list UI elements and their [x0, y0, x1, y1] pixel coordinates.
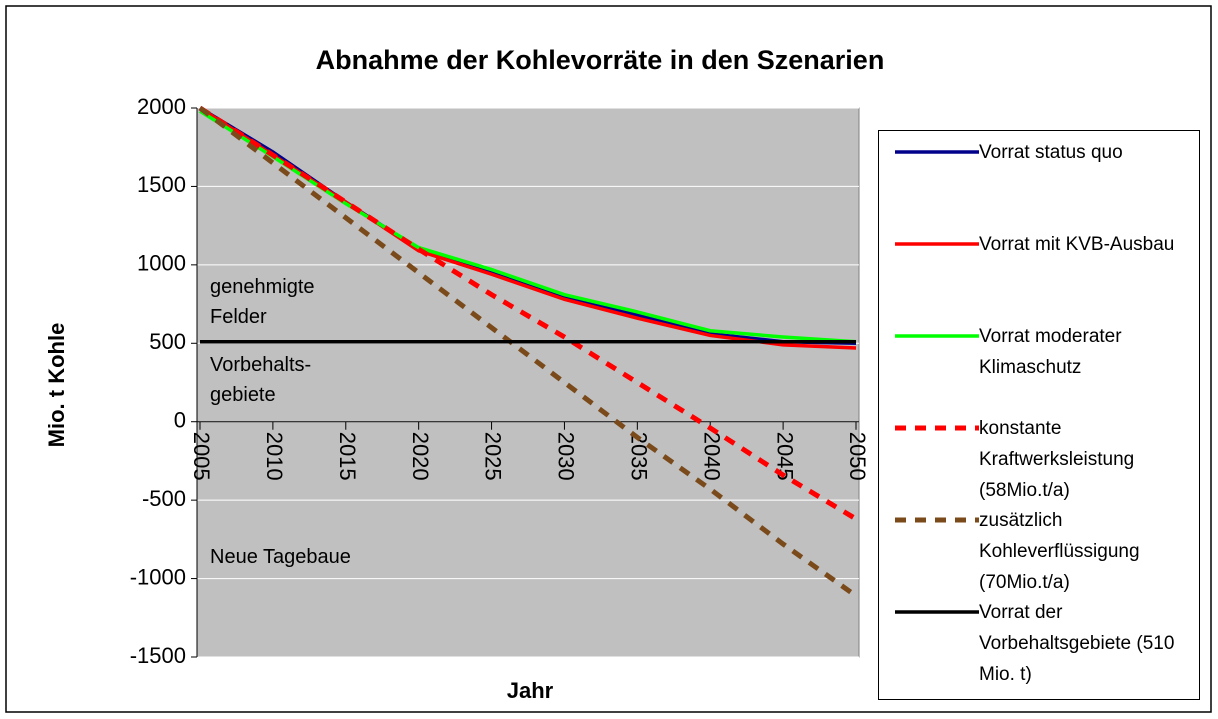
y-axis-label: Mio. t Kohle [44, 323, 69, 448]
x-tick-label: 2005 [189, 432, 214, 481]
y-tick-label: 1000 [137, 251, 186, 276]
legend-label: zusätzlich Kohleverflüssigung (70Mio.t/a… [979, 510, 1140, 593]
legend-label: Vorrat moderater Klimaschutz [979, 326, 1122, 378]
y-tick-label: 2000 [137, 94, 186, 119]
plot-area [196, 107, 860, 658]
y-tick-label: -500 [142, 486, 186, 511]
legend-swatch [895, 610, 979, 614]
annotation: Neue Tagebaue [210, 546, 351, 568]
y-tick-label: 500 [149, 329, 186, 354]
y-tick-label: 1500 [137, 172, 186, 197]
annotation: Vorbehalts-gebiete [210, 354, 312, 406]
legend-swatch [895, 150, 979, 154]
x-tick-label: 2010 [262, 432, 287, 481]
x-tick-label: 2015 [335, 432, 360, 481]
legend-label: Vorrat status quo [979, 142, 1123, 163]
legend-item: Vorrat status quo [879, 135, 1199, 227]
legend-swatch [895, 242, 979, 246]
x-tick-label: 2030 [554, 432, 579, 481]
legend-label: konstante Kraftwerksleistung (58Mio.t/a) [979, 418, 1135, 501]
legend-item: Vorrat der Vorbehaltsgebiete (510 Mio. t… [879, 595, 1199, 687]
series-line [198, 106, 858, 598]
y-tick-label: 0 [174, 408, 186, 433]
legend-item: Vorrat moderater Klimaschutz [879, 319, 1199, 411]
y-tick-label: -1000 [130, 564, 186, 589]
legend: Vorrat status quo Vorrat mit KVB-Ausbau Vo… [878, 130, 1200, 700]
frame [5, 5, 1212, 713]
chart-title: Abnahme der Kohlevorräte in den Szenarie… [316, 45, 885, 75]
series-line [198, 105, 858, 522]
legend-item: zusätzlich Kohleverflüssigung (70Mio.t/a… [879, 503, 1199, 595]
x-tick-label: 2040 [699, 432, 724, 481]
annotation: genehmigte Felder [210, 276, 315, 328]
y-tick-label: -1500 [130, 643, 186, 668]
x-axis-label: Jahr [507, 678, 554, 703]
legend-item: Vorrat mit KVB-Ausbau [879, 227, 1199, 319]
x-tick-label: 2025 [481, 432, 506, 481]
legend-swatch [895, 334, 979, 338]
legend-swatch [895, 425, 979, 431]
legend-label: Vorrat der Vorbehaltsgebiete (510 Mio. t… [979, 602, 1175, 685]
x-tick-label: 2020 [408, 432, 433, 481]
legend-item: konstante Kraftwerksleistung (58Mio.t/a) [879, 411, 1199, 503]
legend-swatch [895, 517, 979, 523]
legend-label: Vorrat mit KVB-Ausbau [979, 234, 1175, 255]
x-tick-label: 2050 [845, 432, 870, 481]
